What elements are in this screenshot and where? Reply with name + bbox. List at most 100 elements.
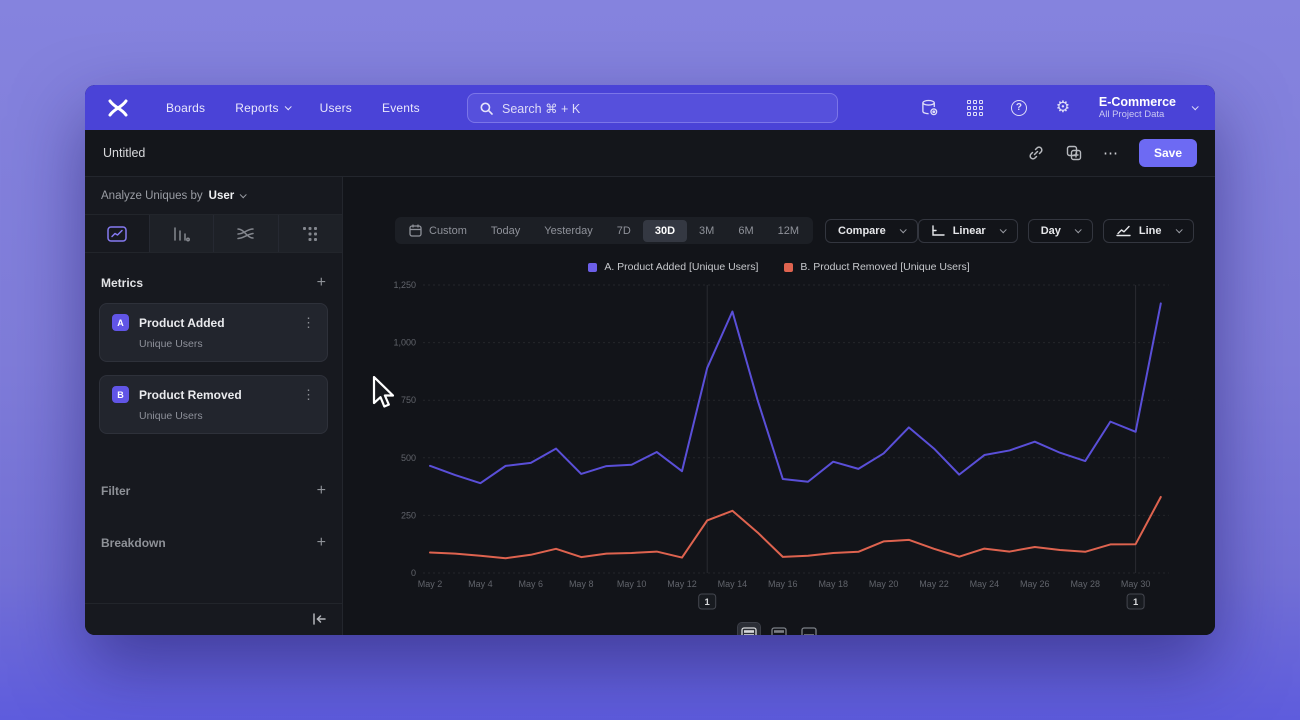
legend-item-a[interactable]: A. Product Added [Unique Users] <box>588 261 758 273</box>
svg-text:May 22: May 22 <box>919 579 949 589</box>
chevron-down-icon <box>239 191 247 199</box>
svg-text:May 2: May 2 <box>418 579 443 589</box>
compare-dropdown[interactable]: Compare <box>825 218 918 243</box>
legend-label-b: B. Product Removed [Unique Users] <box>800 261 970 273</box>
metric-badge-b: B <box>112 386 129 403</box>
chevron-down-icon <box>899 226 907 234</box>
analyze-entity-value: User <box>208 189 235 202</box>
search-input[interactable]: Search ⌘ + K <box>467 93 838 123</box>
range-3m[interactable]: 3M <box>699 224 715 237</box>
svg-text:750: 750 <box>401 395 416 405</box>
report-title[interactable]: Untitled <box>103 146 146 160</box>
chart-type-tabs <box>85 215 342 253</box>
range-custom-label: Custom <box>429 224 467 237</box>
metric-card-b[interactable]: B Product Removed ⋮ Unique Users <box>99 375 328 434</box>
chevron-down-icon <box>1175 226 1183 234</box>
copy-link-icon[interactable] <box>1027 144 1045 162</box>
more-options-button[interactable]: ⋯ <box>1102 145 1119 162</box>
svg-text:1,000: 1,000 <box>393 338 416 348</box>
chevron-down-icon <box>1191 103 1199 111</box>
legend-item-b[interactable]: B. Product Removed [Unique Users] <box>784 261 970 273</box>
save-button[interactable]: Save <box>1138 139 1197 167</box>
svg-text:May 6: May 6 <box>519 579 544 589</box>
data-management-icon[interactable] <box>921 99 939 117</box>
settings-gear-icon[interactable]: ⚙ <box>1055 98 1071 116</box>
tab-flows[interactable] <box>214 215 279 252</box>
metric-card-a[interactable]: A Product Added ⋮ Unique Users <box>99 303 328 362</box>
line-chart-icon <box>1116 225 1131 236</box>
nav-right-group: ? ⚙ E-Commerce All Project Data <box>921 94 1199 120</box>
nav-item-reports-label: Reports <box>235 100 279 115</box>
svg-text:500: 500 <box>401 453 416 463</box>
svg-text:0: 0 <box>411 568 416 578</box>
help-icon[interactable]: ? <box>1010 99 1027 116</box>
metric-subtitle[interactable]: Unique Users <box>139 338 203 350</box>
range-12m[interactable]: 12M <box>777 224 800 237</box>
project-name: E-Commerce <box>1098 94 1176 109</box>
chevron-down-icon <box>1074 226 1082 234</box>
tab-insights-line[interactable] <box>85 215 150 252</box>
metrics-label: Metrics <box>101 276 144 290</box>
charttype-label: Line <box>1138 224 1162 237</box>
add-filter-button[interactable]: + <box>316 482 326 499</box>
chart-panel: Custom Today Yesterday 7D 30D 3M 6M 12M … <box>343 177 1215 635</box>
charttype-dropdown[interactable]: Line <box>1102 218 1194 243</box>
layout-table-only-button[interactable] <box>798 623 820 635</box>
metric-menu-icon[interactable]: ⋮ <box>302 314 315 330</box>
legend-swatch-a <box>588 262 598 272</box>
svg-text:1: 1 <box>1133 597 1139 608</box>
tab-bar-chart[interactable] <box>149 215 214 252</box>
range-yesterday[interactable]: Yesterday <box>544 224 593 237</box>
chart-legend: A. Product Added [Unique Users] B. Produ… <box>343 261 1215 273</box>
interval-dropdown[interactable]: Day <box>1027 218 1093 243</box>
filter-label: Filter <box>101 484 131 498</box>
apps-grid-icon[interactable] <box>966 99 984 117</box>
nav-item-users[interactable]: Users <box>319 100 352 115</box>
range-custom[interactable]: Custom <box>397 219 479 242</box>
breakdown-label: Breakdown <box>101 536 166 550</box>
nav-item-boards[interactable]: Boards <box>166 100 206 115</box>
search-icon <box>480 102 493 115</box>
add-metric-button[interactable]: + <box>316 274 326 291</box>
metric-name: Product Removed <box>139 387 242 402</box>
chart-toolbar: Custom Today Yesterday 7D 30D 3M 6M 12M … <box>395 217 1194 244</box>
range-today[interactable]: Today <box>490 224 521 237</box>
layout-chart-only-button[interactable] <box>768 623 790 635</box>
mixpanel-logo-icon[interactable] <box>107 98 129 118</box>
date-range-segmented-control: Custom Today Yesterday 7D 30D 3M 6M 12M <box>395 217 814 244</box>
svg-text:May 30: May 30 <box>1121 579 1151 589</box>
range-7d[interactable]: 7D <box>616 224 631 237</box>
nav-item-events[interactable]: Events <box>382 100 420 115</box>
filter-section: Filter + <box>101 483 326 499</box>
add-breakdown-button[interactable]: + <box>316 534 326 551</box>
nav-item-reports[interactable]: Reports <box>220 101 304 115</box>
svg-text:May 14: May 14 <box>718 579 748 589</box>
metric-menu-icon[interactable]: ⋮ <box>302 386 315 402</box>
metric-subtitle[interactable]: Unique Users <box>139 410 203 422</box>
svg-text:May 4: May 4 <box>468 579 493 589</box>
collapse-sidebar-icon[interactable] <box>312 613 326 625</box>
line-chart[interactable]: 0 250 500 750 1,000 1,250 May 2 May 4 May 6 May 8… <box>373 273 1215 623</box>
svg-text:May 20: May 20 <box>869 579 899 589</box>
range-6m[interactable]: 6M <box>738 224 754 237</box>
sidebar-footer <box>85 603 342 635</box>
range-30d[interactable]: 30D <box>642 219 688 242</box>
app-window: Boards Reports Users Events Search ⌘ + K <box>85 85 1215 635</box>
analyze-entity-dropdown[interactable]: User <box>208 189 247 202</box>
svg-text:1,250: 1,250 <box>393 280 416 290</box>
metrics-header: Metrics + <box>101 275 326 291</box>
chart-display-controls: Linear Day Line <box>917 218 1194 243</box>
top-nav: Boards Reports Users Events Search ⌘ + K <box>85 85 1215 130</box>
project-selector[interactable]: E-Commerce All Project Data <box>1098 94 1199 120</box>
layout-toggles <box>737 622 820 635</box>
duplicate-icon[interactable] <box>1065 144 1083 162</box>
layout-split-view-button[interactable] <box>737 622 761 635</box>
scale-label: Linear <box>952 224 986 237</box>
svg-text:May 24: May 24 <box>970 579 1000 589</box>
scale-dropdown[interactable]: Linear <box>917 218 1018 243</box>
chevron-down-icon <box>999 226 1007 234</box>
svg-text:May 12: May 12 <box>667 579 697 589</box>
analyze-row: Analyze Uniques by User <box>85 177 342 215</box>
tab-retention-grid[interactable] <box>278 215 342 252</box>
